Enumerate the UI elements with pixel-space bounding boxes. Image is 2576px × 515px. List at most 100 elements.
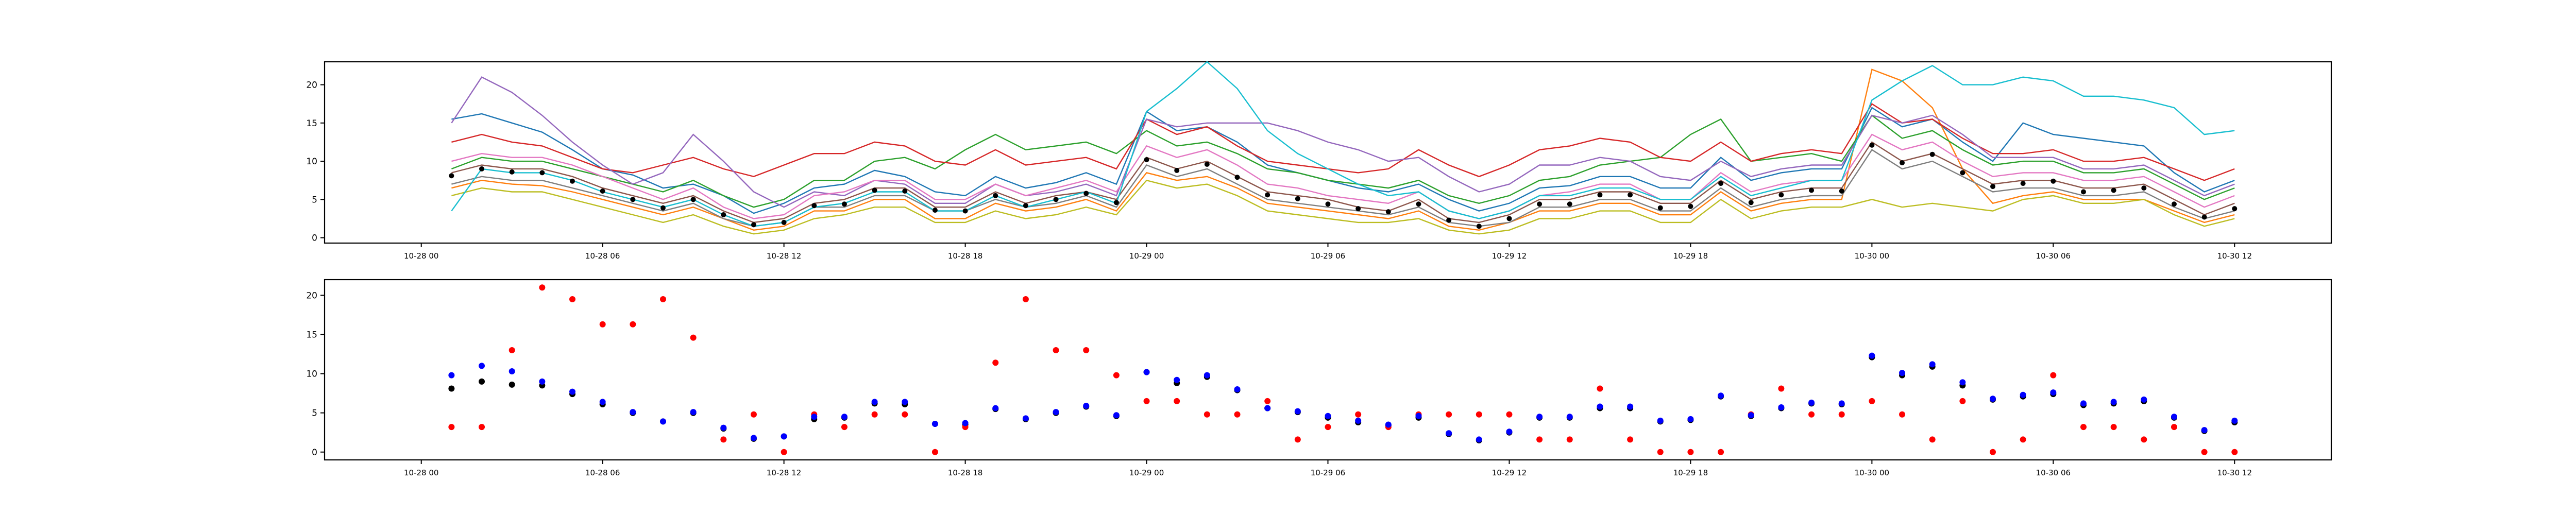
mean-point	[1355, 206, 1361, 212]
mean-point	[1990, 184, 1996, 190]
scatter-point-series-2	[931, 449, 938, 455]
x-tick-label: 10-29 18	[1673, 251, 1708, 261]
mean-point	[2232, 206, 2238, 212]
series-line-8	[451, 149, 2235, 227]
scatter-point-series-3	[1446, 430, 1452, 437]
scatter-point-series-3	[1294, 408, 1301, 415]
scatter-point-series-2	[1627, 436, 1634, 443]
mean-point	[660, 205, 666, 211]
scatter-point-series-3	[841, 414, 848, 420]
mean-point	[539, 170, 545, 176]
mean-point	[1385, 209, 1391, 215]
mean-point	[872, 187, 877, 193]
mean-point	[2020, 181, 2026, 186]
mean-point	[1325, 201, 1331, 207]
scatter-point-series-2	[2080, 424, 2087, 431]
scatter-point-series-3	[2141, 396, 2147, 403]
scatter-point-series-3	[1657, 417, 1664, 424]
mean-point	[1234, 175, 1240, 180]
y-tick-label: 5	[312, 408, 317, 419]
y-tick-label: 20	[306, 80, 317, 91]
mean-point	[2171, 201, 2177, 207]
scatter-point-series-2	[448, 424, 455, 431]
mean-point	[1778, 192, 1784, 198]
x-tick-label: 10-30 06	[2036, 251, 2071, 261]
scatter-point-series-2	[1506, 411, 1513, 418]
x-tick-label: 10-28 12	[767, 251, 801, 261]
mean-point	[1506, 216, 1512, 221]
mean-point	[1688, 203, 1693, 209]
scatter-point-series-3	[1113, 412, 1120, 419]
mean-point	[2080, 189, 2086, 195]
scatter-point-series-2	[1990, 449, 1996, 455]
scatter-point-series-2	[1869, 398, 1875, 404]
mean-point	[1144, 157, 1149, 163]
y-tick-label: 0	[312, 448, 317, 458]
scatter-point-series-2	[1566, 436, 1573, 443]
mean-point	[1597, 192, 1603, 198]
mean-point	[993, 193, 998, 198]
scatter-point-series-3	[931, 421, 938, 427]
x-tick-label: 10-28 00	[404, 251, 438, 261]
scatter-point-series-2	[1687, 449, 1694, 455]
scatter-point-series-2	[1083, 347, 1090, 353]
scatter-point-series-3	[1415, 413, 1422, 419]
scatter-point-series-2	[1838, 411, 1845, 418]
mean-point	[1869, 142, 1875, 148]
mean-point	[1567, 201, 1572, 207]
scatter-point-series-3	[599, 399, 606, 405]
scatter-point-series-3	[479, 363, 485, 369]
mean-point	[1295, 196, 1300, 201]
mean-point	[1839, 188, 1844, 194]
mean-point	[1718, 181, 1724, 186]
scatter-point-series-3	[1990, 396, 1996, 402]
x-tick-label: 10-29 00	[1129, 251, 1164, 261]
scatter-point-series-2	[1053, 347, 1059, 353]
scatter-point-series-2	[1597, 385, 1603, 392]
scatter-point-series-3	[1899, 370, 1906, 376]
scatter-point-series-2	[1929, 436, 1936, 443]
scatter-point-series-2	[2201, 449, 2208, 455]
top-line-chart: 10-28 00 10-28 06 10-28 12 10-28 18 10-29 00…	[306, 61, 2332, 261]
mean-point	[721, 212, 726, 218]
scatter-point-series-2	[1718, 449, 1724, 455]
mean-point	[2201, 214, 2207, 220]
scatter-point-series-2	[2231, 449, 2238, 455]
x-tick-label: 10-28 18	[948, 251, 982, 261]
x-tick-label: 10-29 00	[1129, 468, 1164, 477]
scatter-point-series-2	[1264, 398, 1271, 404]
scatter-point-series-2	[1294, 436, 1301, 443]
scatter-point-series-3	[2231, 417, 2238, 424]
scatter-point-series-3	[2201, 427, 2208, 434]
x-tick-label: 10-30 12	[2217, 251, 2252, 261]
scatter-point-series-2	[1959, 398, 1966, 404]
scatter-point-series-3	[690, 409, 697, 416]
scatter-point-series-3	[1566, 414, 1573, 420]
series-line-5	[451, 76, 2235, 208]
scatter-point-series-3	[1808, 399, 1815, 406]
mean-point	[1446, 217, 1452, 223]
scatter-point-series-2	[720, 436, 727, 443]
scatter-point-series-2	[569, 296, 576, 303]
scatter-point-series-2	[630, 321, 636, 328]
mean-point	[1628, 192, 1633, 198]
scatter-point-series-2	[781, 449, 787, 455]
scatter-point-series-2	[1657, 449, 1664, 455]
scatter-point-series-3	[1597, 403, 1603, 410]
bottom-scatter-chart: 10-28 00 10-28 06 10-28 12 10-28 18 10-29 00…	[306, 279, 2332, 477]
scatter-point-series-3	[1718, 392, 1724, 399]
series-line-9	[451, 179, 2235, 235]
mean-point	[932, 208, 938, 213]
scatter-point-series-3	[1838, 400, 1845, 407]
scatter-point-series-1	[448, 385, 455, 392]
scatter-point-series-2	[2020, 436, 2026, 443]
mean-point	[902, 188, 908, 194]
scatter-point-series-3	[630, 409, 636, 416]
x-tick-label: 10-30 00	[1855, 251, 1889, 261]
mean-point	[1537, 201, 1543, 207]
scatter-point-series-3	[1687, 416, 1694, 422]
x-tick-label: 10-30 00	[1855, 468, 1889, 477]
scatter-point-series-2	[750, 411, 757, 418]
mean-point	[811, 203, 817, 209]
mean-point	[509, 169, 515, 175]
